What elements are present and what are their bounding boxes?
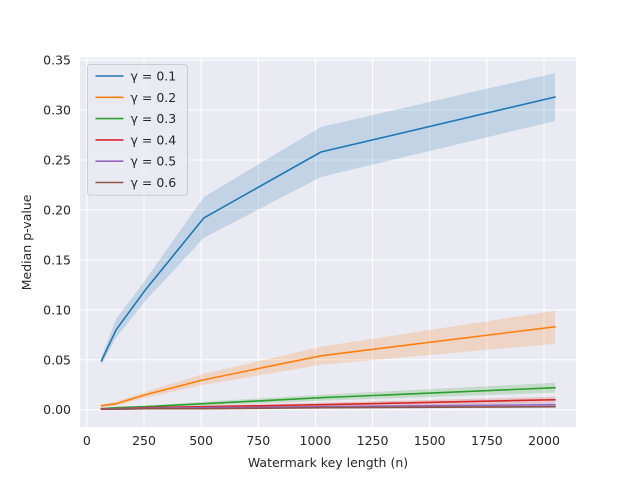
series-band-2 bbox=[101, 310, 555, 407]
x-tick-label: 250 bbox=[132, 433, 156, 448]
series-lines bbox=[100, 96, 556, 411]
x-tick-label: 1000 bbox=[300, 433, 332, 448]
y-axis-label: Median p-value bbox=[19, 194, 34, 290]
x-axis-label: Watermark key length (n) bbox=[248, 455, 408, 470]
x-tick-label: 500 bbox=[189, 433, 213, 448]
series-band-1 bbox=[101, 73, 555, 365]
x-tick-labels: 0 250 500 750 1000 1250 1500 1750 2000 bbox=[83, 433, 560, 448]
y-tick-label: 0.15 bbox=[43, 252, 71, 267]
x-tick-label: 0 bbox=[83, 433, 91, 448]
legend-label-2: γ = 0.2 bbox=[131, 90, 177, 105]
y-tick-label: 0.00 bbox=[43, 402, 71, 417]
series-line-2 bbox=[100, 325, 556, 407]
y-tick-label: 0.25 bbox=[43, 152, 71, 167]
legend-label-5: γ = 0.5 bbox=[131, 154, 177, 169]
y-tick-label: 0.05 bbox=[43, 352, 71, 367]
x-tick-label: 2000 bbox=[528, 433, 560, 448]
y-tick-labels: 0.00 0.05 0.10 0.15 0.20 0.25 0.30 0.35 bbox=[43, 53, 71, 418]
legend-label-4: γ = 0.4 bbox=[131, 132, 177, 147]
y-tick-label: 0.35 bbox=[43, 53, 71, 68]
y-tick-label: 0.20 bbox=[43, 202, 71, 217]
y-tick-label: 0.30 bbox=[43, 103, 71, 118]
y-tick-label: 0.10 bbox=[43, 302, 71, 317]
grid-lines bbox=[80, 57, 576, 428]
x-tick-label: 1250 bbox=[357, 433, 389, 448]
legend-label-3: γ = 0.3 bbox=[131, 111, 177, 126]
legend-label-6: γ = 0.6 bbox=[131, 175, 177, 190]
series-line-1 bbox=[100, 96, 556, 362]
legend: γ = 0.1 γ = 0.2 γ = 0.3 γ = 0.4 γ = 0.5 γ = 0… bbox=[87, 64, 188, 196]
x-tick-label: 1750 bbox=[471, 433, 503, 448]
x-tick-label: 1500 bbox=[414, 433, 446, 448]
series-line-3 bbox=[100, 386, 556, 410]
x-tick-label: 750 bbox=[246, 433, 270, 448]
legend-label-1: γ = 0.1 bbox=[131, 69, 177, 84]
series-line-6 bbox=[100, 405, 556, 411]
